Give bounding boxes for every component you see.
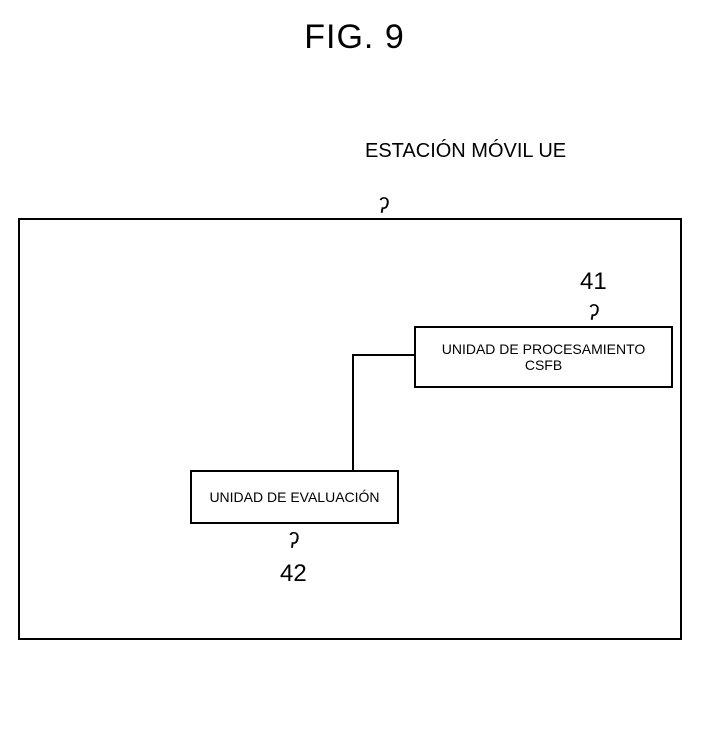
figure-title: FIG. 9 <box>0 18 709 57</box>
lead-line-tick-outer: ʔ <box>376 192 391 220</box>
evaluation-unit-label: UNIDAD DE EVALUACIÓN <box>209 489 379 505</box>
reference-number-42: 42 <box>280 560 307 588</box>
csfb-processing-unit-box: UNIDAD DE PROCESAMIENTO CSFB <box>414 326 673 388</box>
evaluation-unit-box: UNIDAD DE EVALUACIÓN <box>190 470 399 524</box>
diagram-canvas: FIG. 9 ESTACIÓN MÓVIL UE ʔ 41 ʔ UNIDAD D… <box>0 0 709 750</box>
reference-number-41: 41 <box>580 268 607 296</box>
csfb-processing-unit-label: UNIDAD DE PROCESAMIENTO CSFB <box>422 341 665 373</box>
connector-segment-h <box>352 354 414 356</box>
connector-segment-v <box>352 354 354 470</box>
station-label: ESTACIÓN MÓVIL UE <box>365 140 566 163</box>
